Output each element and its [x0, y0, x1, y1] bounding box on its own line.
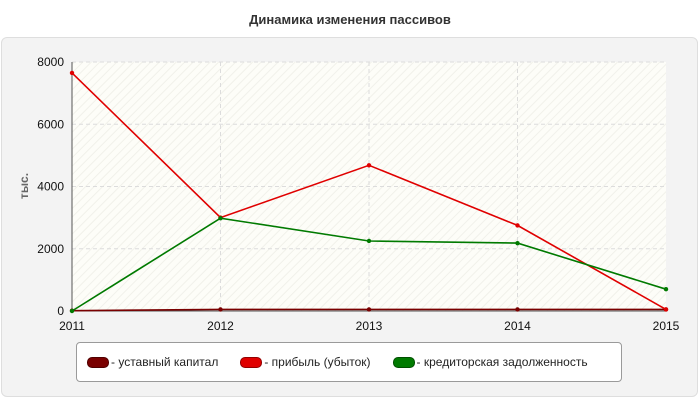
legend-item: - прибыль (убыток): [240, 355, 371, 369]
data-point: [515, 307, 520, 312]
y-tick-label: 4000: [37, 180, 64, 194]
legend-label: - прибыль (убыток): [264, 355, 371, 369]
data-point: [218, 216, 223, 221]
legend: - уставный капитал - прибыль (убыток) - кр…: [76, 342, 622, 382]
y-tick-label: 8000: [37, 55, 64, 69]
y-tick-label: 6000: [37, 117, 64, 131]
x-tick-label: 2012: [207, 319, 234, 333]
legend-item: - кредиторская задолженность: [392, 355, 588, 369]
legend-item: - уставный капитал: [87, 355, 218, 369]
data-point: [663, 287, 669, 292]
chart-title: Динамика изменения пассивов: [249, 12, 451, 27]
legend-swatch: [87, 356, 109, 368]
data-point: [218, 307, 223, 312]
x-tick-label: 2014: [504, 319, 531, 333]
x-tick-label: 2015: [653, 319, 680, 333]
y-tick-label: 0: [57, 304, 64, 318]
data-point: [366, 307, 372, 312]
data-point: [663, 307, 669, 312]
data-point: [366, 163, 372, 168]
legend-label: - уставный капитал: [111, 355, 219, 369]
legend-swatch: [240, 356, 263, 368]
data-point: [515, 240, 520, 246]
data-point: [366, 238, 372, 244]
legend-swatch: [392, 356, 415, 368]
x-tick-label: 2011: [59, 319, 85, 333]
y-axis-label: тыс.: [17, 173, 31, 199]
data-point: [69, 70, 75, 76]
data-point: [69, 308, 75, 314]
x-tick-label: 2013: [356, 319, 383, 333]
legend-label: - кредиторская задолженность: [416, 355, 588, 369]
data-point: [515, 223, 520, 228]
y-tick-label: 2000: [37, 242, 64, 256]
